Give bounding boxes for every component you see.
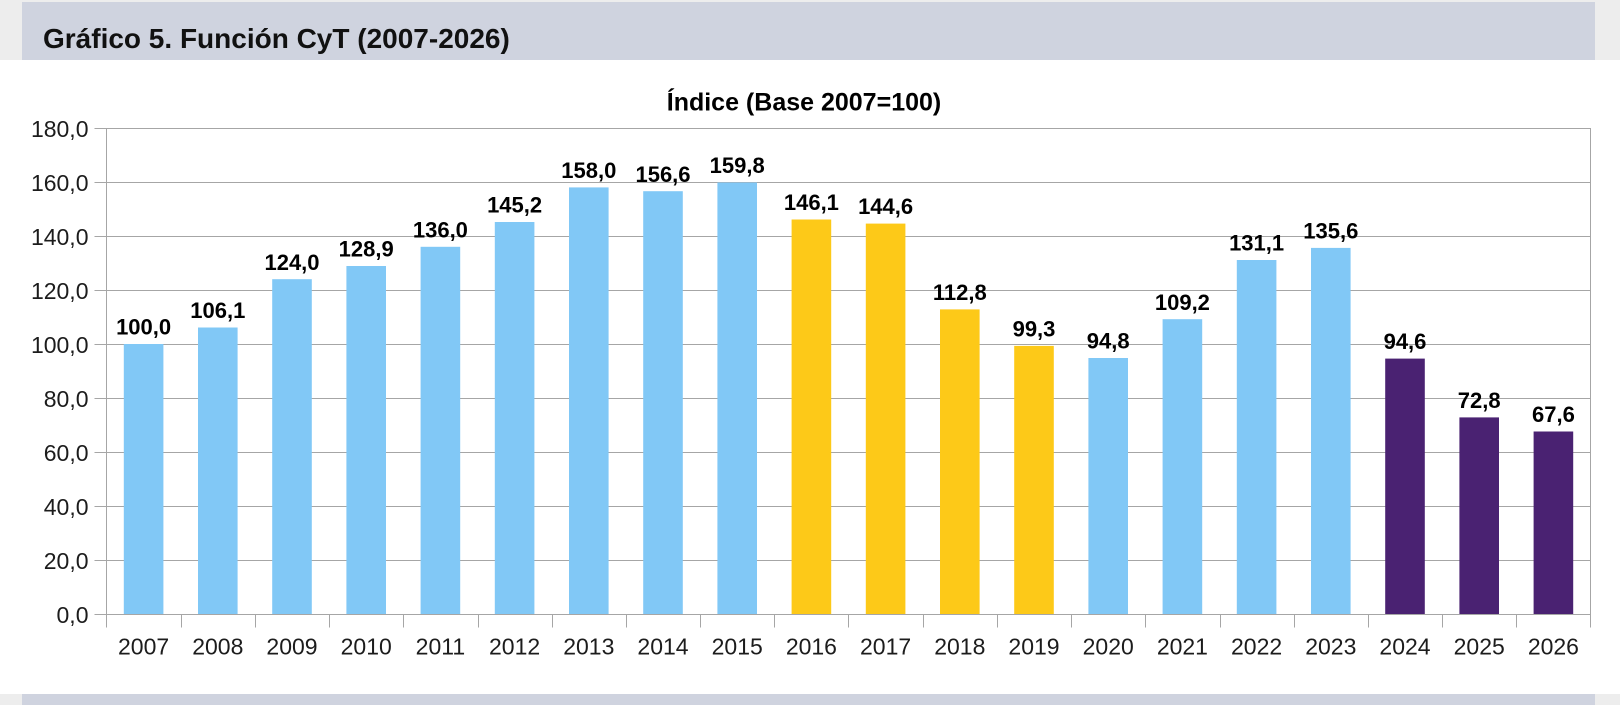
svg-text:159,8: 159,8	[710, 153, 765, 178]
svg-text:2025: 2025	[1454, 634, 1505, 660]
svg-text:100,0: 100,0	[31, 332, 89, 358]
svg-text:136,0: 136,0	[413, 217, 468, 242]
svg-text:131,1: 131,1	[1229, 231, 1284, 256]
svg-text:20,0: 20,0	[44, 548, 89, 574]
svg-text:180,0: 180,0	[31, 116, 89, 142]
svg-text:60,0: 60,0	[44, 440, 89, 466]
svg-text:2020: 2020	[1083, 634, 1134, 660]
svg-text:2014: 2014	[637, 634, 688, 660]
svg-text:128,9: 128,9	[339, 237, 394, 262]
svg-text:0,0: 0,0	[57, 602, 89, 628]
svg-text:120,0: 120,0	[31, 278, 89, 304]
svg-text:80,0: 80,0	[44, 386, 89, 412]
svg-text:Índice (Base 2007=100): Índice (Base 2007=100)	[667, 88, 941, 117]
svg-text:135,6: 135,6	[1303, 219, 1358, 244]
svg-text:2017: 2017	[860, 634, 911, 660]
svg-text:94,6: 94,6	[1384, 329, 1427, 354]
svg-text:2010: 2010	[341, 634, 392, 660]
svg-text:145,2: 145,2	[487, 193, 542, 218]
svg-text:2026: 2026	[1528, 634, 1579, 660]
svg-text:94,8: 94,8	[1087, 329, 1130, 354]
svg-text:72,8: 72,8	[1458, 388, 1501, 413]
svg-text:158,0: 158,0	[561, 158, 616, 183]
svg-text:2008: 2008	[192, 634, 243, 660]
svg-text:2013: 2013	[563, 634, 614, 660]
svg-text:156,6: 156,6	[635, 162, 690, 187]
svg-text:2009: 2009	[266, 634, 317, 660]
svg-text:100,0: 100,0	[116, 315, 171, 340]
svg-text:2015: 2015	[712, 634, 763, 660]
svg-text:106,1: 106,1	[190, 298, 245, 323]
svg-text:124,0: 124,0	[264, 250, 319, 275]
svg-text:2016: 2016	[786, 634, 837, 660]
svg-text:2019: 2019	[1008, 634, 1059, 660]
svg-text:146,1: 146,1	[784, 190, 839, 215]
svg-text:40,0: 40,0	[44, 494, 89, 520]
svg-text:2023: 2023	[1305, 634, 1356, 660]
svg-text:99,3: 99,3	[1013, 317, 1056, 342]
svg-text:2024: 2024	[1379, 634, 1430, 660]
svg-text:109,2: 109,2	[1155, 290, 1210, 315]
svg-text:2021: 2021	[1157, 634, 1208, 660]
svg-text:2007: 2007	[118, 634, 169, 660]
svg-text:2012: 2012	[489, 634, 540, 660]
svg-text:140,0: 140,0	[31, 224, 89, 250]
svg-text:2018: 2018	[934, 634, 985, 660]
svg-text:67,6: 67,6	[1532, 402, 1575, 427]
svg-text:144,6: 144,6	[858, 194, 913, 219]
svg-text:2022: 2022	[1231, 634, 1282, 660]
svg-text:112,8: 112,8	[933, 280, 987, 305]
svg-text:160,0: 160,0	[31, 170, 89, 196]
svg-text:2011: 2011	[416, 634, 465, 660]
